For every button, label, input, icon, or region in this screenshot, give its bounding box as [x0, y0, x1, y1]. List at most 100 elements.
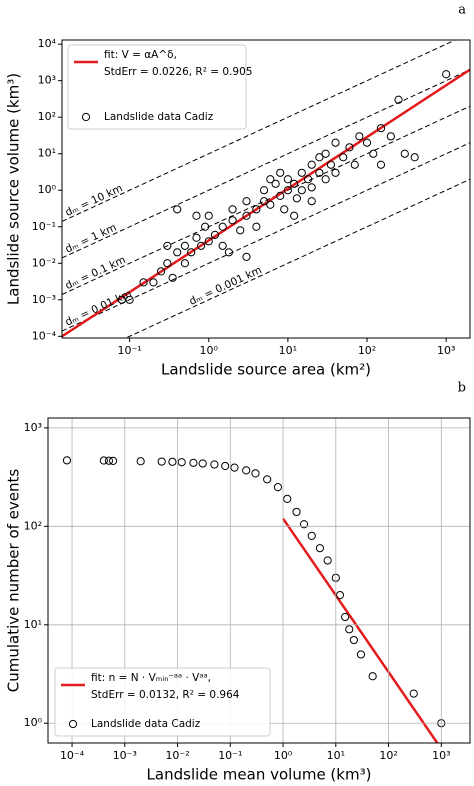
x-tick-label: 10⁻⁴ — [60, 749, 85, 762]
x-tick-label: 10¹ — [327, 749, 345, 762]
data-point — [242, 197, 251, 206]
data-point — [409, 689, 418, 698]
reference-label: dₘ = 0.01 km — [63, 288, 133, 329]
legend-box — [67, 44, 247, 130]
data-point — [218, 241, 227, 250]
data-point — [168, 457, 177, 466]
data-point — [345, 143, 354, 152]
data-point — [218, 222, 227, 231]
data-point — [362, 138, 372, 147]
data-point — [263, 475, 272, 484]
y-tick-label: 10⁴ — [38, 37, 57, 50]
reference-line — [62, 105, 470, 295]
x-tick-label: 10⁰ — [200, 344, 219, 357]
data-point — [307, 531, 316, 540]
x-tick-label: 10⁻² — [165, 749, 189, 762]
x-tick-label: 10⁻¹ — [117, 344, 141, 357]
data-point — [290, 211, 299, 220]
data-point — [315, 544, 325, 553]
y-tick-label: 10⁻¹ — [32, 220, 56, 233]
data-point — [266, 200, 275, 209]
fit-line — [62, 68, 470, 338]
data-point — [368, 672, 377, 681]
data-point — [125, 295, 134, 304]
data-point — [230, 463, 239, 472]
data-point — [292, 507, 301, 517]
data-point — [323, 556, 332, 565]
data-point — [307, 183, 316, 192]
data-point — [168, 273, 177, 282]
data-point — [189, 458, 198, 467]
x-tick-label: 10³ — [432, 749, 450, 762]
y-tick-label: 10⁻⁴ — [32, 329, 57, 342]
data-point — [228, 205, 237, 214]
legend-label: Landslide data Cadiz — [91, 718, 201, 730]
data-point — [335, 591, 345, 600]
legend-label: fit: n = N · Vₘᵢₙ⁻ᵃᵃ · Vᵃᵃ, — [91, 672, 211, 684]
data-point — [326, 160, 336, 169]
data-point — [136, 457, 145, 466]
panel-letter: a — [458, 3, 466, 18]
reference-label: dₘ = 1 km — [63, 222, 118, 256]
data-point — [201, 222, 210, 231]
data-point — [307, 160, 316, 169]
chart-panel: b 10⁻⁴ 10⁻³ 10⁻² 10⁻¹ 10⁰ 10¹ 10² 10³ 10⁰ 10¹ 10² 10… — [5, 381, 471, 784]
legend-stats: StdErr = 0.0226, R² = 0.905 — [104, 66, 252, 78]
data-point — [139, 278, 148, 287]
chart-panel: a 10⁻¹ 10⁰ 10¹ 10² 10³ 10⁻⁴ 10⁻³ 10⁻² 10⁻¹ 10⁰ 10¹ 1… — [5, 3, 471, 379]
x-tick-label: 10⁰ — [274, 749, 293, 762]
plot-area — [62, 456, 446, 743]
data-point — [187, 248, 196, 257]
data-point — [331, 138, 340, 147]
legend-stats: StdErr = 0.0132, R² = 0.964 — [91, 689, 240, 701]
data-point — [192, 211, 201, 220]
data-point — [242, 252, 251, 261]
y-tick-label: 10⁰ — [24, 716, 43, 729]
data-point — [349, 635, 358, 645]
data-point — [303, 175, 313, 184]
data-point — [251, 469, 260, 478]
data-point — [242, 211, 251, 220]
legend-label: fit: V = αA^δ, — [104, 49, 177, 61]
reference-label: dₘ = 0.1 km — [63, 254, 127, 292]
y-tick-label: 10² — [24, 519, 42, 532]
x-tick-label: 10² — [379, 749, 397, 762]
x-axis-label: Landslide source area (km²) — [161, 361, 371, 379]
data-point — [210, 230, 220, 239]
data-point — [221, 461, 230, 471]
data-point — [266, 175, 275, 184]
reference-line — [124, 178, 470, 338]
plot-area — [62, 40, 470, 338]
y-tick-label: 10⁻² — [32, 256, 56, 269]
data-point — [386, 132, 395, 141]
reference-label: dₘ = 0.001 km — [187, 264, 263, 308]
data-point — [299, 520, 309, 529]
y-tick-label: 10⁻³ — [32, 293, 56, 306]
data-point — [315, 153, 324, 162]
x-axis-label: Landslide mean volume (km³) — [147, 766, 372, 783]
y-tick-label: 10⁰ — [38, 183, 57, 196]
data-point — [321, 149, 330, 158]
data-point — [259, 197, 269, 206]
data-point — [252, 222, 261, 231]
data-point — [400, 149, 409, 158]
data-point — [350, 160, 359, 169]
fit-line — [282, 517, 439, 743]
data-point — [196, 241, 206, 250]
data-point — [339, 153, 348, 162]
data-point — [180, 241, 190, 250]
x-tick-label: 10³ — [437, 344, 455, 357]
data-point — [376, 160, 386, 169]
data-point — [321, 175, 330, 184]
data-point — [192, 233, 201, 242]
y-tick-label: 10¹ — [38, 147, 56, 160]
data-point — [355, 132, 364, 141]
data-point — [156, 267, 166, 276]
legend-swatch — [68, 719, 78, 729]
data-point — [276, 168, 285, 177]
y-tick-label: 10³ — [24, 421, 42, 434]
y-axis-label: Landslide source volume (km³) — [5, 73, 23, 305]
plot-frame — [61, 39, 471, 339]
data-point — [149, 278, 158, 287]
